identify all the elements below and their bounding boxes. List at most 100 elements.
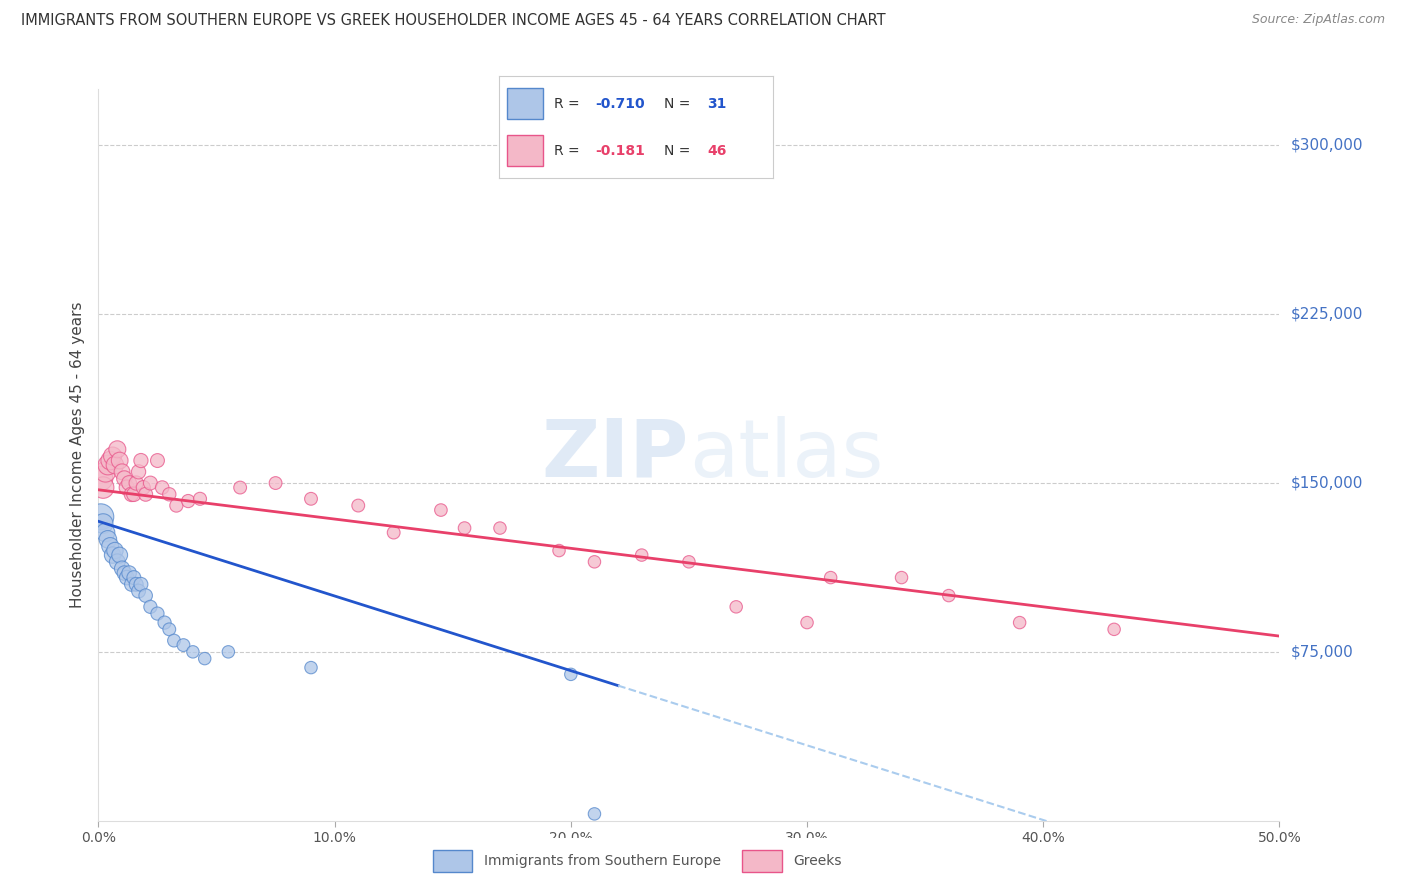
Point <box>121 577 143 591</box>
Text: R =: R = <box>554 144 583 158</box>
Text: 46: 46 <box>707 144 727 158</box>
Point <box>217 645 239 659</box>
Point <box>129 453 152 467</box>
Point <box>177 494 200 508</box>
Point <box>129 577 152 591</box>
Point <box>105 555 128 569</box>
Point <box>347 499 370 513</box>
Point <box>146 607 169 621</box>
Text: $75,000: $75,000 <box>1291 644 1354 659</box>
Point <box>118 476 141 491</box>
Point <box>165 499 187 513</box>
Point <box>489 521 512 535</box>
Point <box>630 548 652 562</box>
Text: -0.181: -0.181 <box>595 144 645 158</box>
Point <box>105 442 128 457</box>
Text: $300,000: $300,000 <box>1291 138 1362 153</box>
Point <box>583 555 606 569</box>
Y-axis label: Householder Income Ages 45 - 64 years: Householder Income Ages 45 - 64 years <box>70 301 86 608</box>
Text: ZIP: ZIP <box>541 416 689 494</box>
Point <box>97 533 120 547</box>
Point <box>94 525 117 540</box>
Point <box>101 548 124 562</box>
FancyBboxPatch shape <box>508 88 543 119</box>
Point <box>98 539 121 553</box>
Point <box>125 577 148 591</box>
Text: -0.710: -0.710 <box>595 96 645 111</box>
Point <box>104 458 127 472</box>
Point <box>108 548 131 562</box>
Point <box>112 471 135 485</box>
Point <box>111 561 134 575</box>
Point <box>135 589 157 603</box>
Point <box>125 476 148 491</box>
Point <box>299 660 322 674</box>
Point <box>153 615 176 630</box>
Text: $225,000: $225,000 <box>1291 307 1362 322</box>
Point <box>112 566 135 580</box>
Point <box>453 521 475 535</box>
Point <box>91 481 114 495</box>
Point <box>146 453 169 467</box>
Point <box>725 599 748 614</box>
Point <box>115 571 138 585</box>
Text: IMMIGRANTS FROM SOUTHERN EUROPE VS GREEK HOUSEHOLDER INCOME AGES 45 - 64 YEARS C: IMMIGRANTS FROM SOUTHERN EUROPE VS GREEK… <box>21 13 886 29</box>
Point <box>139 476 162 491</box>
Point <box>172 638 194 652</box>
Point <box>163 633 186 648</box>
Point <box>229 481 252 495</box>
Point <box>108 453 131 467</box>
Text: N =: N = <box>664 96 695 111</box>
Point <box>194 651 217 665</box>
Point <box>188 491 211 506</box>
Text: 31: 31 <box>707 96 727 111</box>
Point <box>181 645 204 659</box>
Point <box>1102 623 1125 637</box>
FancyBboxPatch shape <box>742 849 782 872</box>
Point <box>139 599 162 614</box>
Point <box>264 476 287 491</box>
Text: N =: N = <box>664 144 695 158</box>
Text: $150,000: $150,000 <box>1291 475 1362 491</box>
Point <box>890 571 912 585</box>
Point <box>560 667 582 681</box>
Point <box>157 623 180 637</box>
Point <box>796 615 818 630</box>
Point <box>101 449 124 463</box>
Point <box>678 555 700 569</box>
Point <box>90 471 112 485</box>
FancyBboxPatch shape <box>508 136 543 166</box>
Point <box>382 525 405 540</box>
Point <box>90 509 112 524</box>
Text: Source: ZipAtlas.com: Source: ZipAtlas.com <box>1251 13 1385 27</box>
Point <box>104 543 127 558</box>
Point <box>548 543 571 558</box>
Point <box>122 571 145 585</box>
Point <box>121 487 143 501</box>
Point <box>128 465 150 479</box>
Point <box>583 806 606 821</box>
Point <box>94 465 117 479</box>
Point <box>157 487 180 501</box>
Point <box>115 481 138 495</box>
Point <box>97 458 120 472</box>
Text: R =: R = <box>554 96 583 111</box>
Point <box>111 465 134 479</box>
Point <box>938 589 960 603</box>
Point <box>820 571 842 585</box>
Text: Greeks: Greeks <box>793 854 841 868</box>
Point <box>122 487 145 501</box>
Text: atlas: atlas <box>689 416 883 494</box>
FancyBboxPatch shape <box>433 849 472 872</box>
Point <box>132 481 155 495</box>
Point <box>299 491 322 506</box>
Text: Immigrants from Southern Europe: Immigrants from Southern Europe <box>484 854 721 868</box>
Point <box>430 503 453 517</box>
Point <box>1008 615 1031 630</box>
Point <box>98 453 121 467</box>
Point <box>91 516 114 531</box>
Point <box>118 566 141 580</box>
Point <box>150 481 173 495</box>
Point <box>128 584 150 599</box>
Point <box>135 487 157 501</box>
